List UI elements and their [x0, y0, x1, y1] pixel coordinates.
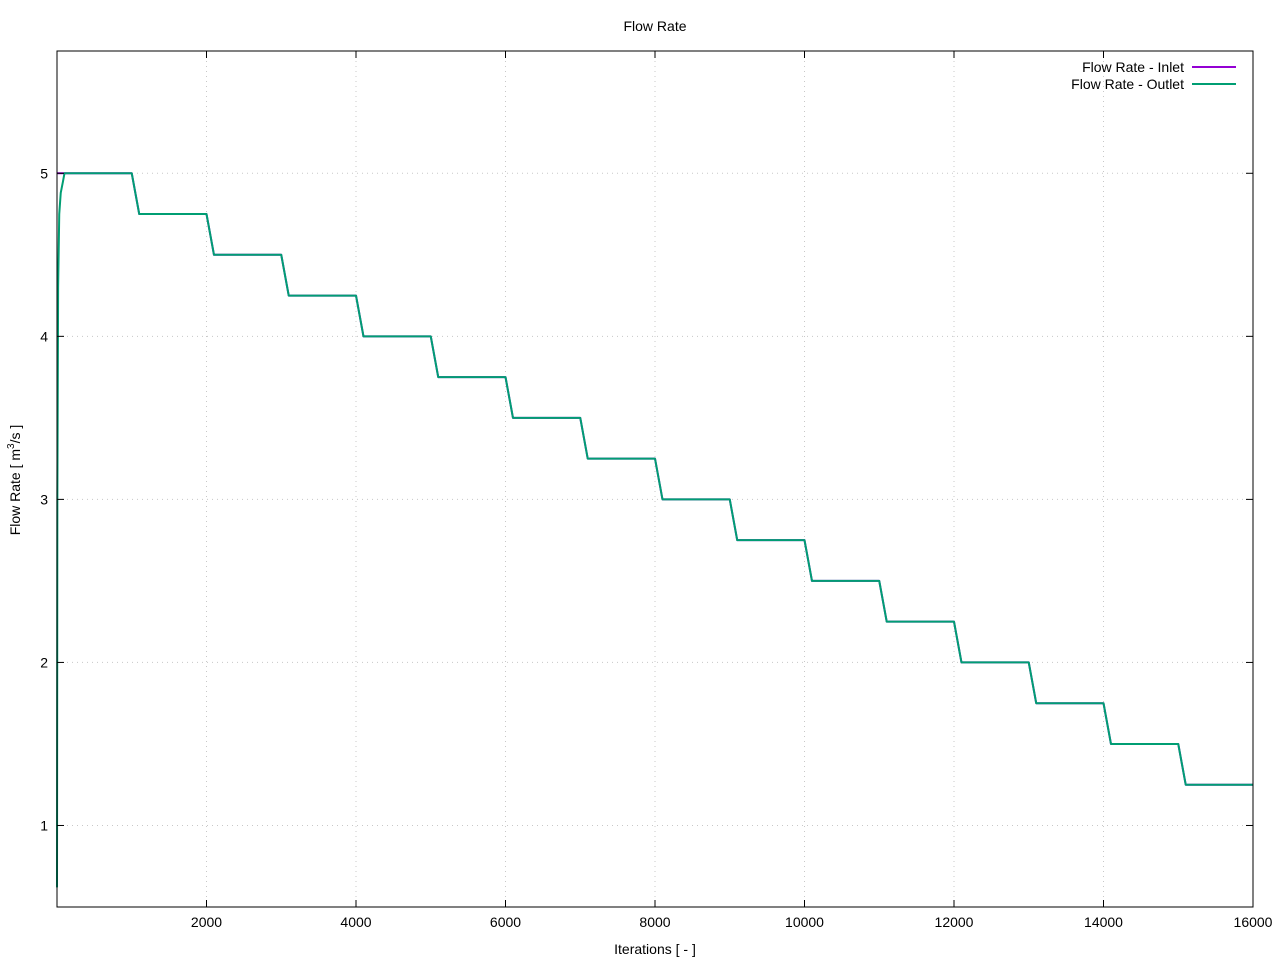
x-tick-label: 10000	[785, 914, 824, 930]
y-tick-label: 4	[40, 328, 48, 344]
x-axis-label: Iterations [ - ]	[614, 941, 696, 957]
y-axis-label-main: Flow Rate [ m	[7, 449, 23, 535]
x-tick-label: 8000	[639, 914, 670, 930]
legend-label-outlet: Flow Rate - Outlet	[1071, 76, 1184, 92]
y-tick-label: 3	[40, 491, 48, 507]
legend-label-inlet: Flow Rate - Inlet	[1082, 59, 1184, 75]
legend: Flow Rate - Inlet Flow Rate - Outlet	[1071, 59, 1236, 92]
x-tick-label: 14000	[1084, 914, 1123, 930]
y-tick-label: 1	[40, 817, 48, 833]
axis-ticks: 2000 4000 6000 8000 10000 12000 14000 16000 1 2 3 4…	[40, 51, 1273, 930]
x-tick-label: 6000	[490, 914, 521, 930]
y-axis-label-superscript: 3	[6, 443, 17, 449]
y-tick-label: 2	[40, 654, 48, 670]
x-tick-label: 4000	[340, 914, 371, 930]
y-tick-label: 5	[40, 165, 48, 181]
chart-title: Flow Rate	[623, 18, 686, 34]
x-tick-label: 2000	[191, 914, 222, 930]
series-lines	[56, 172, 1253, 888]
y-axis-label: Flow Rate [ m3/s ]	[6, 425, 23, 536]
y-axis-label-tail: /s ]	[7, 425, 23, 444]
x-tick-label: 12000	[935, 914, 974, 930]
series-line-outlet	[56, 172, 1253, 888]
x-tick-label: 16000	[1234, 914, 1273, 930]
